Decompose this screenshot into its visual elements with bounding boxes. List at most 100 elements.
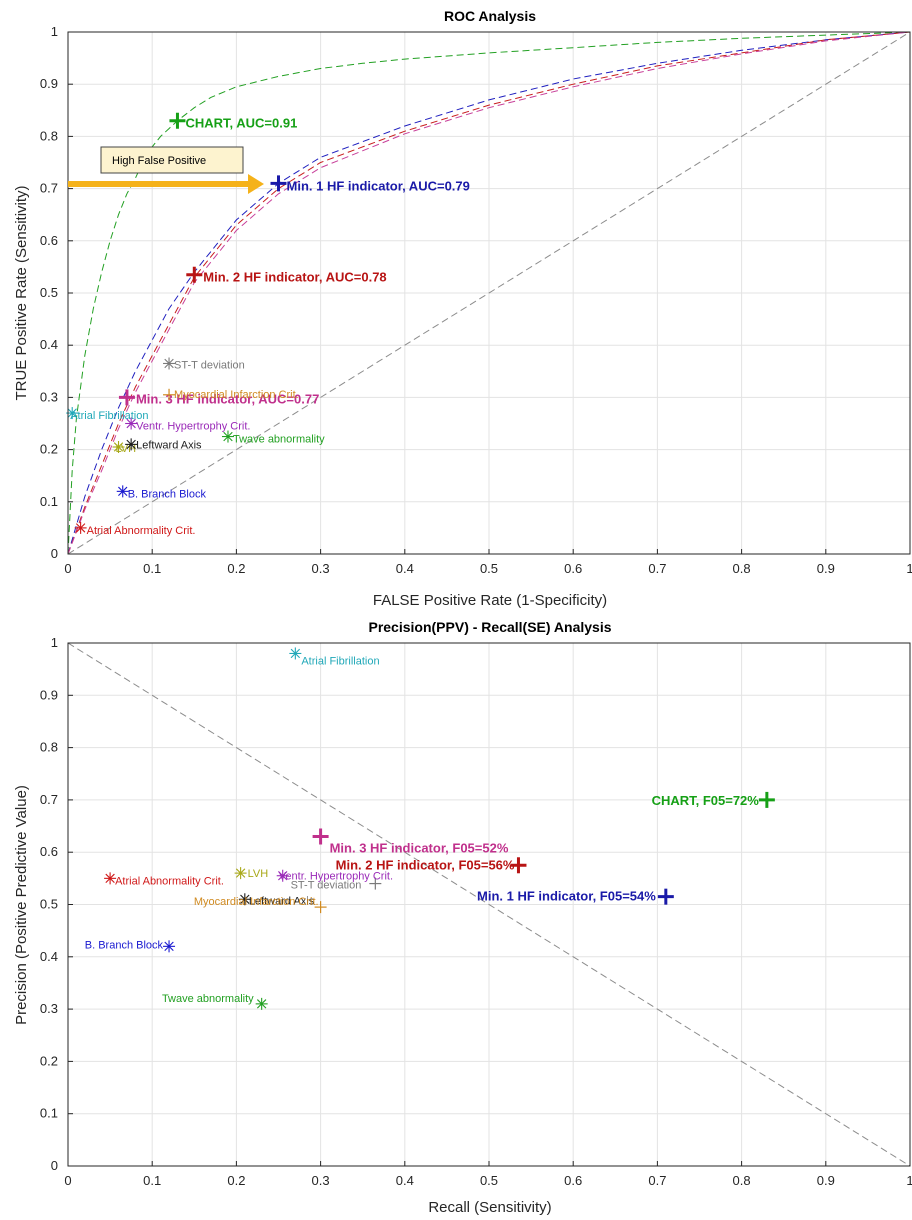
pr-ytick-label: 0.3 <box>40 1001 58 1016</box>
star-marker <box>126 418 136 429</box>
pr-point-label: Min. 2 HF indicator, F05=56% <box>336 857 515 872</box>
pr-xtick-label: 0.8 <box>733 1173 751 1188</box>
roc-xtick-label: 0 <box>64 561 71 576</box>
pr-point-label: Min. 3 HF indicator, F05=52% <box>330 841 509 856</box>
pr-point-st-t-deviation: ST-T deviation <box>291 877 382 892</box>
pr-point-min-2-hf-indicator-f05-56: Min. 2 HF indicator, F05=56% <box>336 857 527 874</box>
roc-chart: ROC Analysis CHART, AUC=0.91 Min. 1 HF in… <box>13 8 912 609</box>
roc-xtick-label: 0.9 <box>817 561 835 576</box>
high-false-positive-callout: High False Positive <box>68 146 264 194</box>
star-marker <box>75 523 86 533</box>
roc-xtick-label: 0.4 <box>396 561 414 576</box>
pr-xtick-label: 0.7 <box>648 1173 666 1188</box>
roc-point-ventr-hypertrophy-crit: Ventr. Hypertrophy Crit. <box>125 417 250 433</box>
roc-ytick-label: 0.9 <box>40 76 58 91</box>
roc-ylabel: TRUE Positive Rate (Sensitivity) <box>13 185 30 400</box>
roc-point-label: Myocardial Infarction Crit. <box>174 389 299 401</box>
roc-point-label: Atrial Abnormality Crit. <box>87 525 196 537</box>
pr-curve-0 <box>67 642 911 1167</box>
pr-chart: Precision(PPV) - Recall(SE) Analysis Atr… <box>13 619 912 1216</box>
roc-ytick-label: 0.1 <box>40 494 58 509</box>
pr-ylabel: Precision (Positive Predictive Value) <box>13 785 30 1025</box>
star-marker <box>223 431 233 442</box>
star-marker <box>164 358 174 369</box>
pr-point-ventr-hypertrophy-crit: Ventr. Hypertrophy Crit. <box>276 869 393 883</box>
pr-xtick-label: 0.3 <box>312 1173 330 1188</box>
roc-xtick-label: 0.8 <box>733 561 751 576</box>
roc-point-min-3-hf-indicator-auc-0-77: Min. 3 HF indicator, AUC=0.77 <box>118 389 319 406</box>
star-marker <box>235 868 246 878</box>
pr-point-label: Leftward Axis <box>249 895 315 907</box>
pr-ytick-label: 0.5 <box>40 897 58 912</box>
pr-xtick-label: 0 <box>64 1173 71 1188</box>
roc-point-atrial-abnormality-crit: Atrial Abnormality Crit. <box>74 521 196 537</box>
pr-ticks: 0 0.1 0.2 0.3 0.4 0.5 0.6 0.7 0.8 0.9 1 0 0.1 0.2 0.3 0… <box>40 635 912 1188</box>
pr-ytick-label: 1 <box>51 635 58 650</box>
roc-ytick-label: 0.7 <box>40 181 58 196</box>
roc-curve-1 <box>67 31 911 555</box>
roc-xtick-label: 0.6 <box>564 561 582 576</box>
star-marker <box>113 442 124 452</box>
roc-point-myocardial-infarction-crit: Myocardial Infarction Crit. <box>163 388 299 401</box>
roc-ytick-label: 0.3 <box>40 389 58 404</box>
roc-point-st-t-deviation: ST-T deviation <box>163 357 245 371</box>
star-marker <box>105 873 115 884</box>
roc-title: ROC Analysis <box>444 8 536 24</box>
star-marker <box>290 648 301 659</box>
callout-arrow <box>68 174 264 194</box>
roc-grid <box>68 32 910 554</box>
roc-plot-frame <box>67 31 911 555</box>
pr-ytick-label: 0.8 <box>40 740 58 755</box>
pr-point-label: Myocardial Infarction Crit. <box>194 896 319 908</box>
roc-curve-4 <box>67 31 911 555</box>
pr-point-atrial-fibrillation: Atrial Fibrillation <box>289 647 380 667</box>
callout-text: High False Positive <box>112 155 206 167</box>
roc-point-label: B. Branch Block <box>128 488 207 500</box>
pr-point-label: LVH <box>248 868 269 880</box>
roc-point-min-1-hf-indicator-auc-0-79: Min. 1 HF indicator, AUC=0.79 <box>270 175 470 193</box>
roc-ytick-label: 0 <box>51 546 58 561</box>
pr-plot-frame <box>67 642 911 1167</box>
pr-point-atrial-abnormality-crit: Atrial Abnormality Crit. <box>104 872 224 887</box>
star-marker <box>240 894 250 904</box>
roc-point-label: Atrial Fibrillation <box>70 410 148 422</box>
roc-point-min-2-hf-indicator-auc-0-78: Min. 2 HF indicator, AUC=0.78 <box>186 266 387 285</box>
roc-ytick-label: 0.5 <box>40 285 58 300</box>
pr-point-label: Ventr. Hypertrophy Crit. <box>279 871 393 883</box>
pr-ytick-label: 0.1 <box>40 1106 58 1121</box>
roc-point-label: Min. 3 HF indicator, AUC=0.77 <box>136 391 319 406</box>
roc-xtick-label: 1 <box>906 561 912 576</box>
pr-point-twave-abnormality: Twave abnormality <box>162 993 268 1010</box>
roc-ytick-label: 0.6 <box>40 233 58 248</box>
roc-point-label: Twave abnormality <box>233 434 325 446</box>
pr-ytick-label: 0 <box>51 1158 58 1173</box>
pr-xtick-label: 0.1 <box>143 1173 161 1188</box>
pr-point-label: B. Branch Block <box>85 939 164 951</box>
roc-point-label: Min. 2 HF indicator, AUC=0.78 <box>203 270 386 285</box>
roc-curve-2 <box>67 31 911 555</box>
star-marker <box>67 408 77 418</box>
roc-ytick-label: 0.2 <box>40 442 58 457</box>
pr-xtick-label: 0.6 <box>564 1173 582 1188</box>
roc-points: CHART, AUC=0.91 Min. 1 HF indicator, AUC=… <box>66 112 470 537</box>
roc-xtick-label: 0.1 <box>143 561 161 576</box>
roc-point-chart-auc-0-91: CHART, AUC=0.91 <box>169 112 297 131</box>
roc-xtick-label: 0.3 <box>312 561 330 576</box>
roc-xlabel: FALSE Positive Rate (1-Specificity) <box>373 592 607 609</box>
roc-point-label: ST-T deviation <box>174 359 245 371</box>
pr-ytick-label: 0.4 <box>40 949 58 964</box>
roc-ytick-label: 0.4 <box>40 337 58 352</box>
pr-point-label: ST-T deviation <box>291 880 362 892</box>
roc-ytick-label: 0.8 <box>40 128 58 143</box>
pr-point-label: Atrial Abnormality Crit. <box>115 875 224 887</box>
star-marker <box>118 486 128 497</box>
pr-point-b-branch-block: B. Branch Block <box>85 939 176 953</box>
pr-xlabel: Recall (Sensitivity) <box>428 1199 551 1216</box>
roc-curve-3 <box>67 31 911 555</box>
roc-point-label: Ventr. Hypertrophy Crit. <box>136 421 250 433</box>
pr-point-label: CHART, F05=72% <box>652 793 760 808</box>
roc-point-b-branch-block: B. Branch Block <box>116 485 207 500</box>
pr-xtick-label: 0.5 <box>480 1173 498 1188</box>
pr-point-leftward-axis: Leftward Axis <box>238 893 315 907</box>
